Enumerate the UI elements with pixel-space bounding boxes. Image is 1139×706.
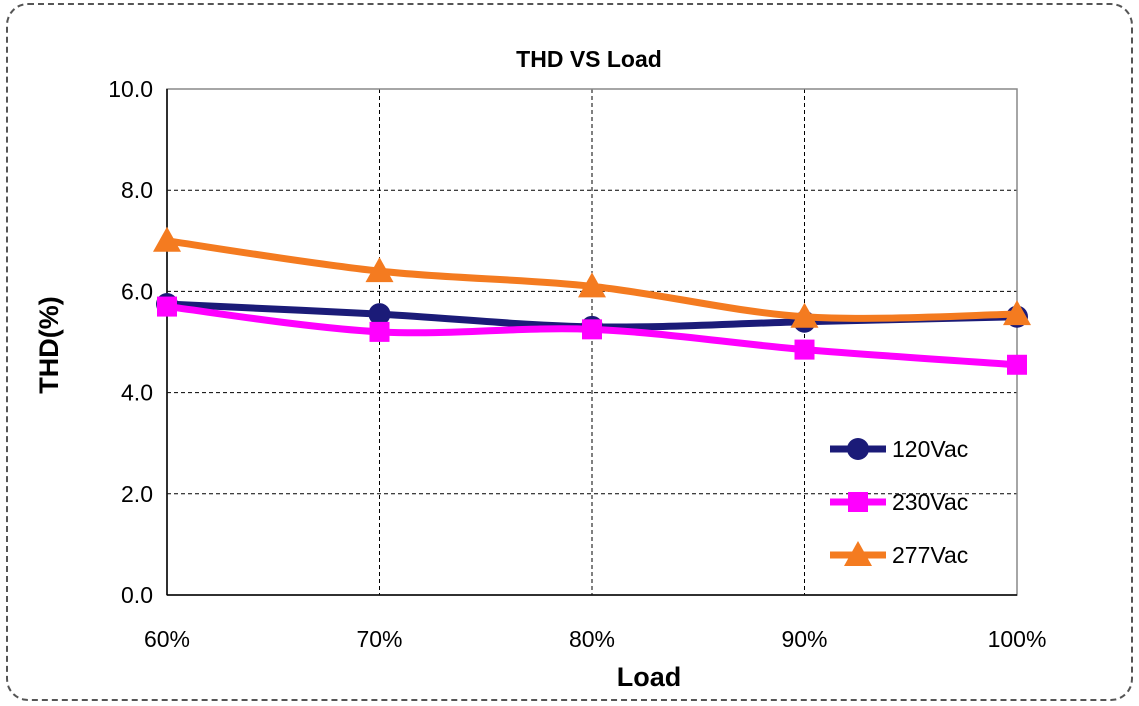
series-230Vac — [157, 296, 1027, 375]
legend-item-230Vac: 230Vac — [830, 489, 968, 515]
legend-marker — [844, 541, 872, 566]
y-tick-label: 4.0 — [121, 380, 153, 406]
data-point — [1007, 354, 1027, 375]
legend-item-277Vac: 277Vac — [830, 541, 968, 568]
chart-title: THD VS Load — [516, 46, 662, 72]
legend-label: 120Vac — [892, 436, 968, 462]
data-point — [790, 302, 819, 328]
data-point — [365, 257, 394, 283]
y-axis-title: THD(%) — [34, 296, 64, 393]
x-tick-label: 100% — [988, 626, 1047, 652]
y-tick-label: 8.0 — [121, 177, 153, 203]
x-tick-label: 70% — [356, 626, 402, 652]
data-point — [794, 339, 815, 360]
legend-item-120Vac: 120Vac — [830, 436, 968, 462]
y-tick-label: 2.0 — [121, 481, 153, 507]
data-point — [369, 321, 390, 342]
chart-frame — [6, 3, 1133, 701]
series-layer — [153, 226, 1031, 375]
legend: 120Vac 230Vac 277Vac — [830, 436, 968, 568]
y-tick-label: 0.0 — [121, 582, 153, 608]
x-tick-label: 90% — [781, 626, 827, 652]
grid-lines — [167, 89, 1017, 595]
legend-label: 277Vac — [892, 542, 968, 568]
x-tick-label: 60% — [144, 626, 190, 652]
data-point — [578, 272, 606, 298]
legend-marker — [848, 492, 868, 512]
series-277Vac — [153, 226, 1031, 328]
x-axis-title: Load — [617, 662, 682, 692]
data-point — [582, 319, 602, 340]
tick-labels: 0.0 2.0 4.0 6.0 8.0 10.0 60% 70% 80% 90% 100% — [108, 76, 1046, 652]
y-tick-label: 6.0 — [121, 278, 153, 304]
y-tick-label: 10.0 — [108, 76, 153, 102]
legend-marker — [847, 438, 869, 460]
data-point — [1003, 300, 1031, 326]
data-point — [157, 296, 177, 317]
plot-area — [166, 88, 1018, 596]
data-point — [368, 303, 391, 326]
legend-label: 230Vac — [892, 489, 968, 515]
data-point — [153, 226, 181, 252]
x-tick-label: 80% — [569, 626, 615, 652]
